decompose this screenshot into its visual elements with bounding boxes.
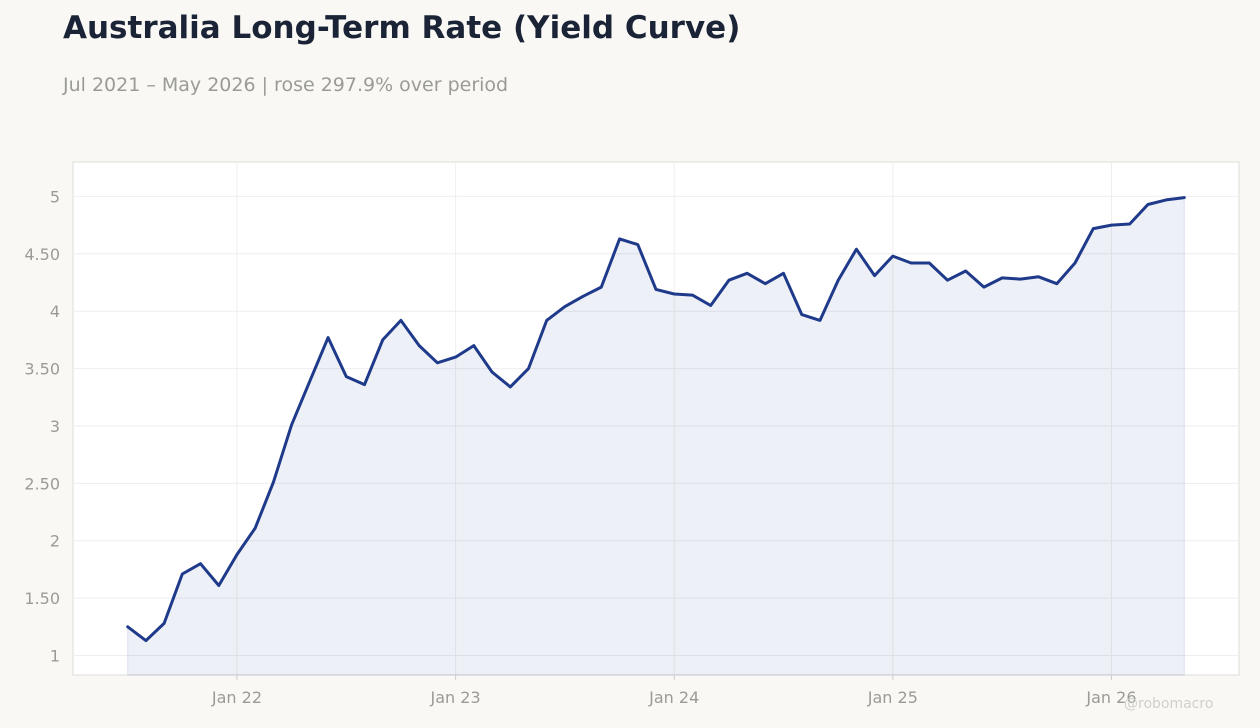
data-point [891, 254, 894, 258]
data-point [1146, 203, 1150, 206]
data-point [618, 237, 621, 241]
data-point [745, 272, 749, 275]
data-point [982, 285, 986, 289]
data-point [436, 361, 439, 364]
data-point [181, 572, 184, 576]
data-point [636, 243, 639, 246]
data-point [345, 375, 348, 378]
data-point [381, 338, 384, 342]
data-point [363, 383, 366, 386]
x-tick-label: Jan 23 [430, 688, 481, 707]
data-point [1183, 196, 1186, 199]
data-point [946, 279, 949, 282]
y-tick-label: 3 [50, 417, 60, 436]
x-tick-label: Jan 25 [867, 688, 918, 707]
data-point [1110, 223, 1113, 227]
data-point [928, 261, 931, 265]
data-point [399, 319, 403, 322]
data-point [837, 279, 840, 282]
data-point [308, 380, 311, 383]
data-point [545, 319, 548, 322]
data-point [782, 272, 785, 275]
chart-title: Australia Long-Term Rate (Yield Curve) [63, 10, 741, 46]
data-point [144, 639, 148, 642]
data-point [1128, 222, 1131, 226]
data-point [1073, 261, 1077, 265]
data-point [290, 423, 293, 426]
data-point [490, 370, 494, 374]
data-point [217, 584, 220, 587]
data-point [673, 292, 676, 296]
data-point [454, 355, 457, 359]
y-tick-label: 5 [50, 187, 60, 206]
data-point [581, 295, 585, 298]
data-point [600, 285, 603, 289]
data-point [126, 625, 129, 628]
data-point [964, 269, 967, 273]
data-point [563, 305, 567, 308]
data-point [709, 304, 712, 307]
data-point [162, 622, 166, 625]
y-tick-label: 4.50 [24, 245, 60, 264]
data-point [855, 248, 858, 251]
data-point [818, 319, 822, 322]
data-point [654, 288, 658, 291]
y-tick-label: 1.50 [24, 589, 60, 608]
grid-lines [73, 162, 1239, 675]
y-tick-label: 2 [50, 532, 60, 551]
x-tick-label: Jan 26 [1085, 688, 1136, 707]
data-points [126, 196, 1186, 642]
data-point [909, 261, 913, 265]
plot-area [72, 161, 1240, 676]
data-point [527, 367, 530, 370]
data-point [1019, 277, 1022, 281]
data-point [873, 274, 876, 277]
x-tick-label: Jan 22 [211, 688, 262, 707]
data-point [472, 344, 475, 347]
data-point [1001, 276, 1004, 280]
data-point [691, 293, 694, 297]
y-tick-label: 2.50 [24, 474, 60, 493]
data-point [764, 282, 767, 285]
data-point [800, 313, 803, 316]
data-point [326, 336, 330, 339]
data-point [272, 481, 275, 484]
data-point [727, 279, 731, 282]
data-point [254, 526, 257, 530]
data-point [1037, 275, 1040, 278]
y-tick-label: 4 [50, 302, 60, 321]
data-point [1164, 198, 1168, 202]
data-point [1092, 227, 1095, 230]
data-point [199, 562, 202, 565]
x-tick-label: Jan 24 [648, 688, 699, 707]
watermark: @robomacro [1124, 696, 1214, 712]
data-point [1055, 282, 1059, 285]
y-tick-label: 3.50 [24, 360, 60, 379]
chart-subtitle: Jul 2021 – May 2026 | rose 297.9% over p… [63, 74, 509, 96]
y-axis-ticks: 1 1.50 2 2.50 3 3.50 4 4.50 5 [24, 187, 60, 665]
x-axis-ticks: Jan 22 Jan 23 Jan 24 Jan 25 Jan 26 [211, 675, 1137, 707]
data-point [418, 344, 421, 347]
data-point [235, 553, 239, 556]
data-point [509, 385, 512, 389]
y-tick-label: 1 [50, 646, 60, 665]
